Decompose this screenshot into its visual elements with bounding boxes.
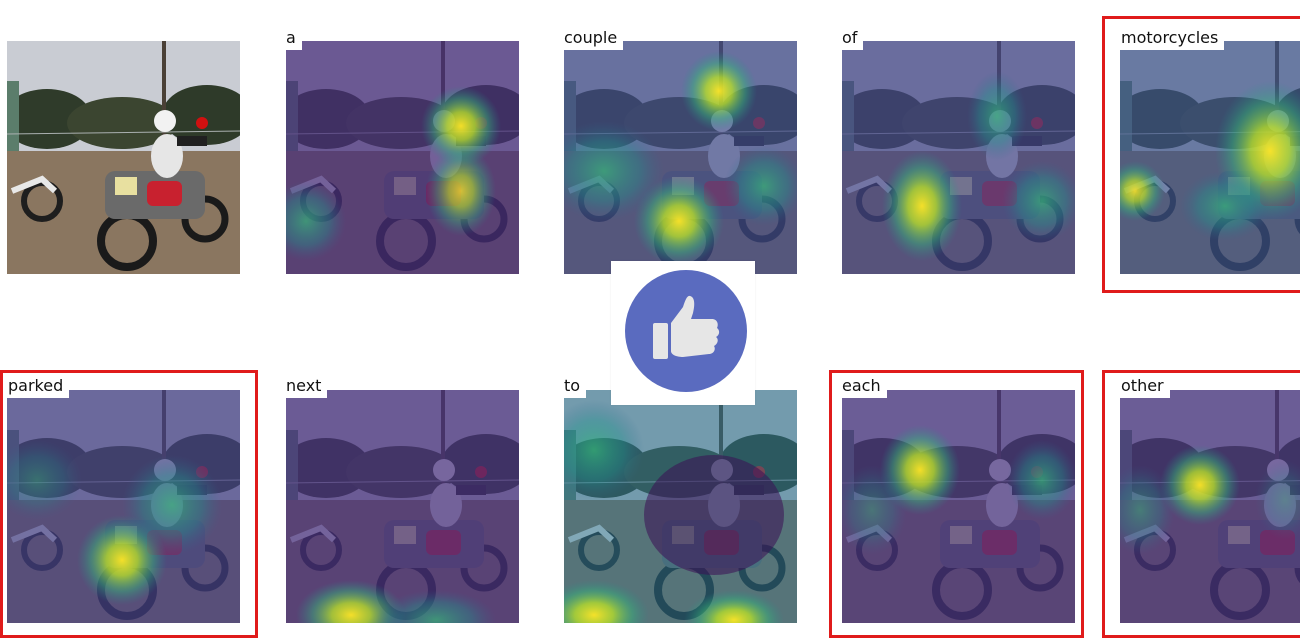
attention-map-a xyxy=(286,41,519,274)
highlight-box-motorcycles xyxy=(1102,16,1300,293)
attention-map-next xyxy=(286,390,519,623)
source-photo xyxy=(7,41,240,274)
highlight-box-parked xyxy=(0,370,258,638)
like-button[interactable] xyxy=(611,261,755,405)
highlight-box-each xyxy=(829,370,1084,638)
attention-map-of xyxy=(842,41,1075,274)
word-label-next: next xyxy=(284,375,327,398)
word-label-couple: couple xyxy=(562,27,623,50)
word-label-a: a xyxy=(284,27,302,50)
word-label-of: of xyxy=(840,27,863,50)
attention-map-to xyxy=(564,390,797,623)
attention-map-couple xyxy=(564,41,797,274)
highlight-box-other xyxy=(1102,370,1300,638)
word-label-to: to xyxy=(562,375,586,398)
thumbs-up-icon xyxy=(611,261,755,405)
